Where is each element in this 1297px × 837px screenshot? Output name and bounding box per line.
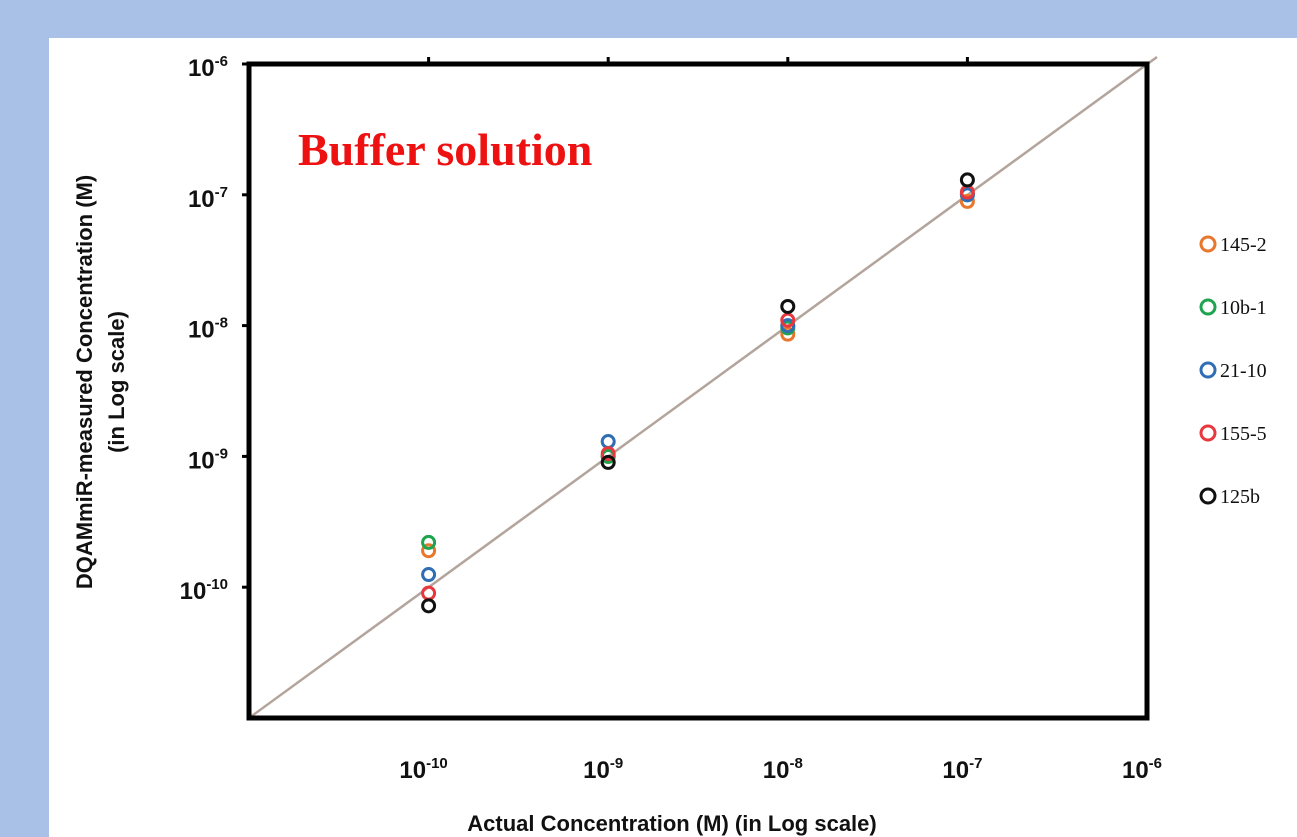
plot-frame [246,61,1150,721]
data-point-145-2 [421,543,437,559]
data-point-125b [600,454,616,470]
legend-label: 155-5 [1220,423,1267,445]
data-point-21-10 [421,567,437,583]
reference-line-group [248,55,1158,720]
data-point-155-5 [421,585,437,601]
x-tick-label: 10-10 [399,755,447,784]
x-tick-label: 10-9 [583,755,623,784]
y-tick-label: 10-10 [180,576,228,605]
data-point-21-10 [600,433,616,449]
x-tick-label: 10-6 [1122,755,1162,784]
y-tick-label: 10-6 [188,53,228,82]
data-point-125b [780,298,796,314]
data-point-21-10 [780,318,796,334]
y-axis-title: DQAMmiR-measured Concentration (M) [72,175,97,589]
data-point-145-2 [780,326,796,342]
legend-item: 155-5 [1199,423,1267,445]
y-tick-label: 10-7 [188,184,228,213]
y-axis-title-line2: (in Log scale) [104,311,129,453]
legend: 145-2 10b-1 21-10 155-5 125b [1199,234,1267,508]
legend-label: 21-10 [1220,360,1267,382]
legend-marker [1199,298,1217,316]
legend-label: 10b-1 [1220,297,1267,319]
legend-marker [1199,361,1217,379]
chart-panel [49,38,1297,837]
x-tick-labels: 10-10 10-9 10-8 10-7 10-6 [399,755,1162,784]
legend-item: 125b [1199,486,1260,508]
legend-item: 21-10 [1199,360,1267,382]
data-point-155-5 [600,446,616,462]
data-point-125b [421,598,437,614]
legend-marker [1199,235,1217,253]
data-point-145-2 [959,193,975,209]
x-tick-label: 10-8 [763,755,803,784]
legend-item: 10b-1 [1199,297,1267,319]
legend-label: 145-2 [1220,234,1267,256]
y-tick-labels: 10-10 10-9 10-8 10-7 10-6 [180,53,228,605]
data-point-10b-1 [421,534,437,550]
x-axis-title: Actual Concentration (M) (in Log scale) [467,811,876,836]
data-point-125b [959,172,975,188]
legend-marker [1199,424,1217,442]
y-tick-label: 10-8 [188,315,228,344]
y-tick-label: 10-9 [188,445,228,474]
annotation-buffer-solution: Buffer solution [298,124,592,175]
data-points [421,172,975,614]
x-tick-label: 10-7 [942,755,982,784]
legend-label: 125b [1220,486,1260,508]
legend-marker [1199,487,1217,505]
reference-line [248,55,1158,720]
legend-item: 145-2 [1199,234,1267,256]
data-point-155-5 [780,312,796,328]
